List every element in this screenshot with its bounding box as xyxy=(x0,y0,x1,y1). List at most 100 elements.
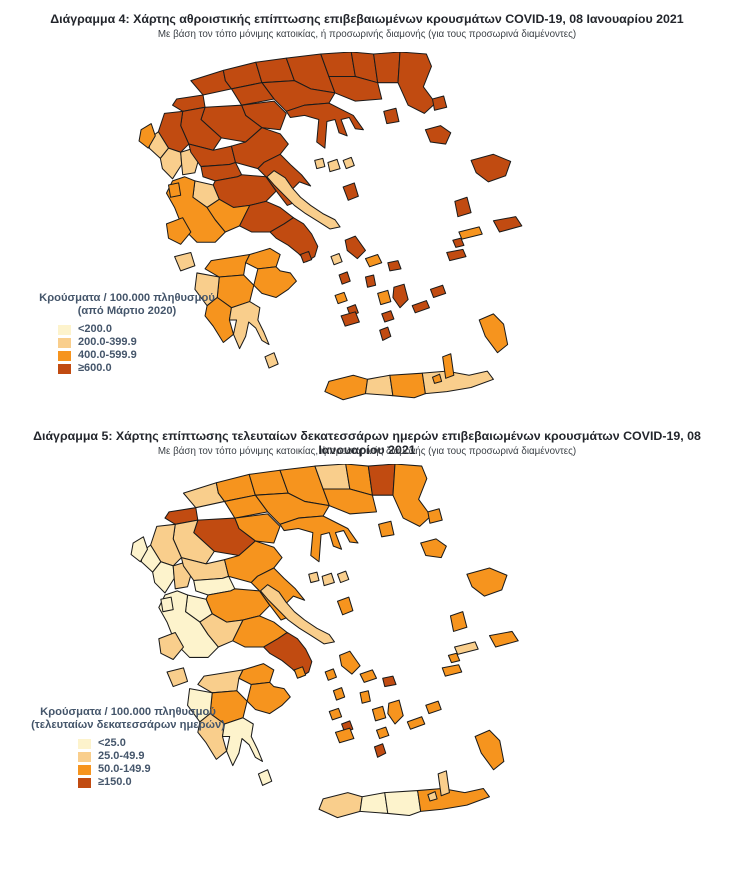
legend-swatch xyxy=(78,738,91,749)
region-amorgos xyxy=(406,716,426,730)
region-naxos xyxy=(392,283,409,309)
region-skyros xyxy=(342,182,359,201)
region-heraklion xyxy=(384,790,422,817)
region-corfu xyxy=(130,536,149,563)
region-skiathos xyxy=(308,571,320,584)
region-lasithi xyxy=(417,787,490,812)
region-ios xyxy=(376,726,390,740)
region-corfu xyxy=(138,123,156,149)
legend-swatch xyxy=(58,350,71,361)
region-chania xyxy=(324,374,369,401)
region-corinthia xyxy=(245,247,281,270)
region-lasithi xyxy=(421,370,494,395)
region-euboea xyxy=(259,584,335,645)
region-argolis xyxy=(253,266,297,298)
region-kasos xyxy=(431,373,443,384)
map4-title: Διάγραμμα 4: Χάρτης αθροιστικής επίπτωση… xyxy=(50,12,684,26)
legend-swatch xyxy=(78,764,91,775)
region-astypalea xyxy=(425,700,442,715)
legend-label: ≥150.0 xyxy=(98,776,132,788)
region-ikaria xyxy=(458,226,483,240)
region-thasos xyxy=(383,107,400,125)
region-rhodes xyxy=(478,313,509,354)
region-thasos xyxy=(378,520,395,538)
legend-label: ≥600.0 xyxy=(78,362,112,374)
region-alonnisos xyxy=(342,156,355,170)
region-rethymno xyxy=(359,792,389,814)
region-santorini xyxy=(373,743,387,758)
legend-swatch xyxy=(58,337,71,348)
region-samos xyxy=(492,216,523,233)
region-kythira xyxy=(257,769,273,786)
region-lesbos xyxy=(470,153,512,183)
region-laconia xyxy=(228,301,270,350)
region-kos xyxy=(446,248,467,262)
legend-item: ≥600.0 xyxy=(58,362,238,375)
legend-swatch xyxy=(78,751,91,762)
region-amorgos xyxy=(411,300,430,314)
region-serifos xyxy=(328,707,343,721)
region-chios xyxy=(449,611,468,632)
legend-swatch xyxy=(58,363,71,374)
legend-item: 50.0-149.9 xyxy=(78,763,244,776)
region-imathia xyxy=(224,494,269,519)
map5-legend-items: <25.0 25.0-49.9 50.0-149.9 ≥150.0 xyxy=(12,737,244,789)
region-alonnisos xyxy=(336,570,350,584)
region-santorini xyxy=(379,326,392,341)
region-kythnos xyxy=(332,687,346,701)
map4-subtitle: Με βάση τον τόπο μόνιμης κατοικίας, ή πρ… xyxy=(157,29,577,40)
region-achaia xyxy=(204,254,251,278)
region-samothrace xyxy=(431,95,448,111)
region-chios xyxy=(454,196,472,218)
region-naxos xyxy=(387,699,404,725)
region-kythnos xyxy=(338,271,351,285)
region-tinos xyxy=(364,254,383,268)
map4-legend-subtitle: (από Μάρτιο 2020) xyxy=(77,305,177,317)
map5-legend-subtitle: (τελευταίων δεκατεσσάρων ημερών) xyxy=(31,719,225,731)
map5-legend: Κρούσματα / 100.000 πληθυσμού (τελευταίω… xyxy=(12,706,244,789)
region-milos xyxy=(334,727,355,744)
region-zakynthos xyxy=(166,667,189,688)
region-kalymnos xyxy=(452,237,465,248)
region-laconia xyxy=(221,717,264,767)
region-aegina xyxy=(293,666,307,679)
region-samothrace xyxy=(427,508,443,524)
region-lemnos xyxy=(424,125,452,145)
legend-swatch xyxy=(58,324,71,335)
region-paros xyxy=(371,705,387,722)
legend-label: 400.0-599.9 xyxy=(78,349,137,361)
map5-title: Διάγραμμα 5: Χάρτης επίπτωσης τελευταίων… xyxy=(33,429,701,457)
region-astypalea xyxy=(429,284,447,298)
legend-label: 50.0-149.9 xyxy=(98,763,151,775)
region-rodopi xyxy=(367,464,396,496)
region-tinos xyxy=(359,669,378,683)
map5-greece-choropleth xyxy=(130,464,519,819)
region-ikaria xyxy=(454,641,479,655)
region-evros xyxy=(397,52,437,114)
region-argolis xyxy=(246,681,291,715)
region-larissa xyxy=(224,540,283,584)
region-imathia xyxy=(230,82,275,106)
region-skopelos xyxy=(321,572,335,587)
region-andros xyxy=(344,235,366,260)
legend-item: ≥150.0 xyxy=(78,776,244,789)
region-karpathos xyxy=(442,353,455,379)
region-lefkada xyxy=(167,182,182,198)
region-zakynthos xyxy=(174,251,196,272)
map5-legend-title: Κρούσματα / 100.000 πληθυσμού xyxy=(40,706,216,718)
legend-item: 400.0-599.9 xyxy=(58,349,238,362)
map4-legend-title: Κρούσματα / 100.000 πληθυσμού xyxy=(39,292,215,304)
region-chalkidiki xyxy=(279,515,359,563)
region-kea xyxy=(324,668,337,681)
region-rodopi xyxy=(373,52,401,84)
region-corinthia xyxy=(238,663,275,685)
region-syros xyxy=(364,274,377,288)
region-chalkidiki xyxy=(285,102,364,149)
region-syros xyxy=(359,690,371,704)
region-kasos xyxy=(427,791,438,802)
legend-item: <200.0 xyxy=(58,323,238,336)
map4-legend: Κρούσματα / 100.000 πληθυσμού (από Μάρτι… xyxy=(16,292,238,375)
region-ios xyxy=(381,310,395,323)
region-chania xyxy=(318,792,363,819)
map4-greece-choropleth xyxy=(138,52,523,401)
